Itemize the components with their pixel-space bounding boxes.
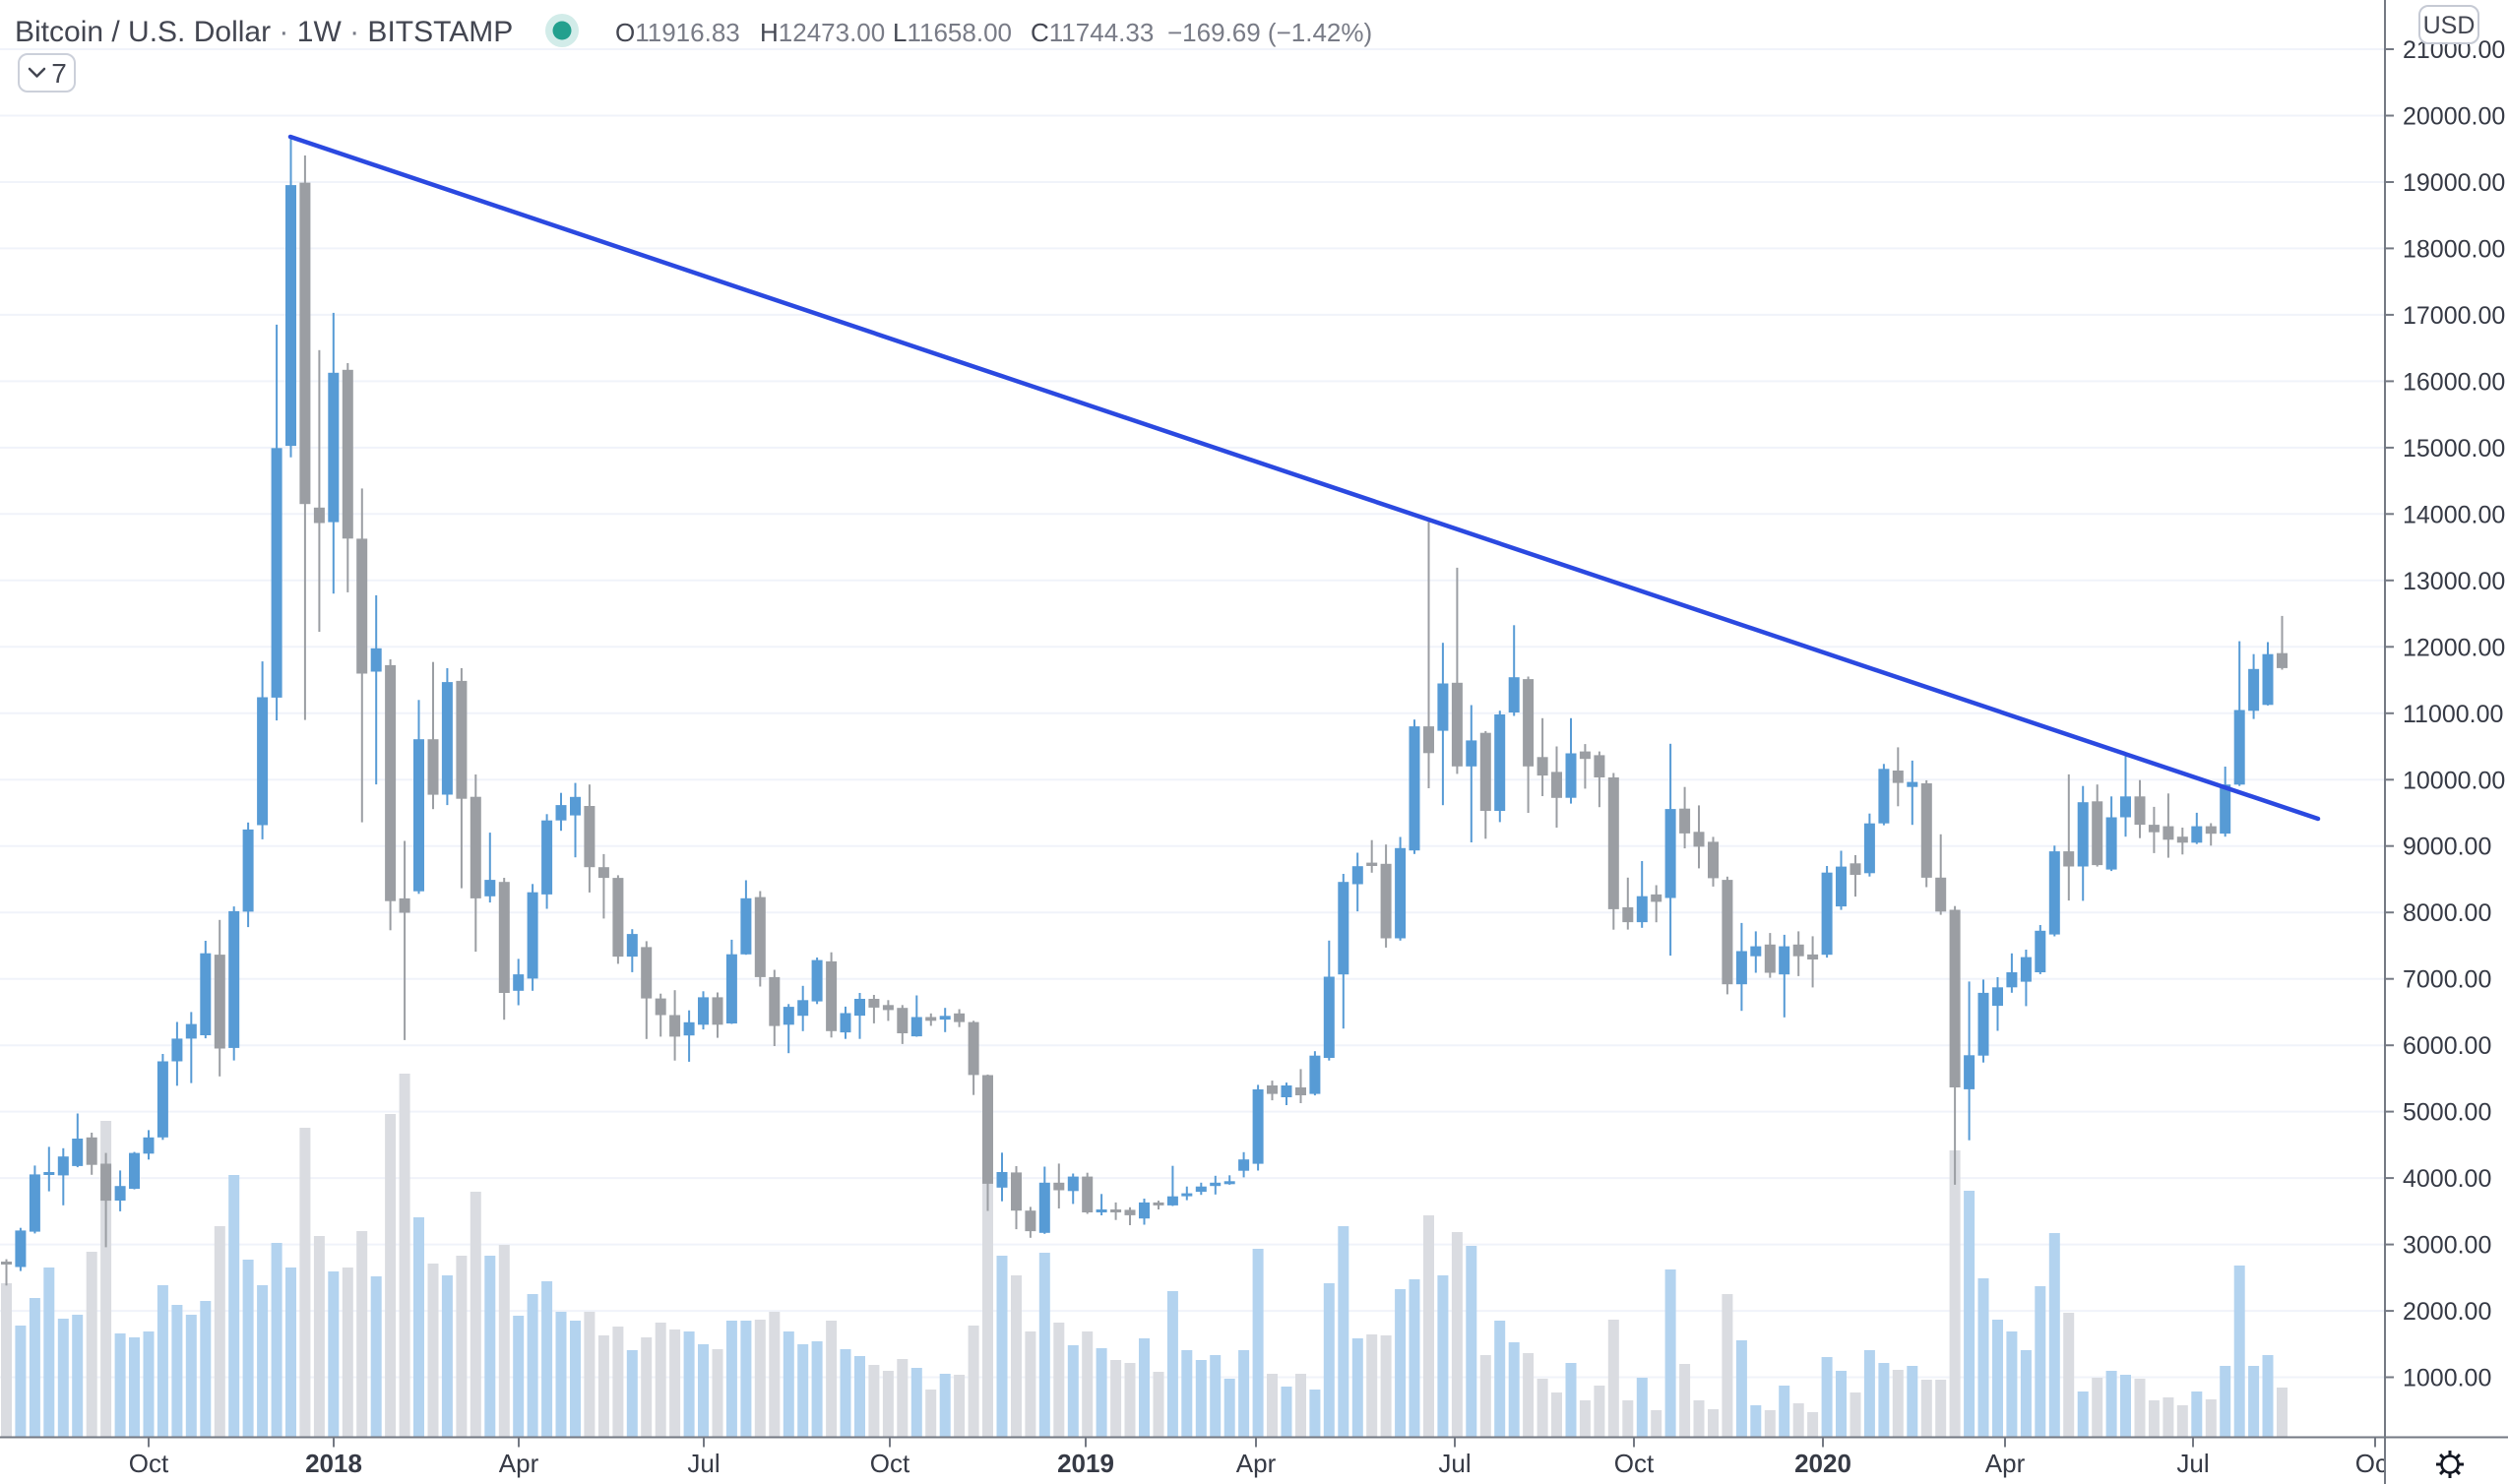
svg-text:14000.00: 14000.00 bbox=[2403, 501, 2505, 528]
svg-text:16000.00: 16000.00 bbox=[2403, 368, 2505, 396]
svg-text:19000.00: 19000.00 bbox=[2403, 169, 2505, 197]
svg-text:10000.00: 10000.00 bbox=[2403, 767, 2505, 794]
svg-text:O11916.83: O11916.83 bbox=[615, 18, 740, 47]
svg-text:Apr: Apr bbox=[499, 1449, 539, 1478]
svg-text:Oct: Oct bbox=[1614, 1449, 1655, 1478]
svg-text:Oct: Oct bbox=[870, 1449, 910, 1478]
svg-text:2018: 2018 bbox=[305, 1449, 362, 1478]
svg-text:7: 7 bbox=[51, 58, 67, 89]
svg-text:12000.00: 12000.00 bbox=[2403, 634, 2505, 661]
svg-text:7000.00: 7000.00 bbox=[2403, 966, 2491, 994]
svg-text:3000.00: 3000.00 bbox=[2403, 1232, 2491, 1260]
svg-text:H12473.00: H12473.00 bbox=[760, 18, 885, 47]
svg-text:Jul: Jul bbox=[687, 1449, 720, 1478]
svg-text:8000.00: 8000.00 bbox=[2403, 899, 2491, 927]
svg-text:L11658.00: L11658.00 bbox=[893, 18, 1012, 47]
svg-text:13000.00: 13000.00 bbox=[2403, 568, 2505, 595]
svg-text:C11744.33: C11744.33 bbox=[1031, 18, 1154, 47]
svg-text:2020: 2020 bbox=[1794, 1449, 1851, 1478]
svg-text:6000.00: 6000.00 bbox=[2403, 1032, 2491, 1060]
svg-text:5000.00: 5000.00 bbox=[2403, 1099, 2491, 1127]
svg-text:Apr: Apr bbox=[1236, 1449, 1277, 1478]
svg-text:Oct: Oct bbox=[129, 1449, 169, 1478]
svg-text:4000.00: 4000.00 bbox=[2403, 1165, 2491, 1193]
svg-text:20000.00: 20000.00 bbox=[2403, 103, 2505, 131]
svg-text:1000.00: 1000.00 bbox=[2403, 1365, 2491, 1392]
svg-text:−169.69 (−1.42%): −169.69 (−1.42%) bbox=[1167, 18, 1372, 47]
svg-text:Bitcoin / U.S. Dollar · 1W · B: Bitcoin / U.S. Dollar · 1W · BITSTAMP bbox=[15, 16, 513, 48]
svg-text:18000.00: 18000.00 bbox=[2403, 235, 2505, 263]
svg-text:2000.00: 2000.00 bbox=[2403, 1298, 2491, 1326]
svg-text:2019: 2019 bbox=[1057, 1449, 1114, 1478]
svg-text:17000.00: 17000.00 bbox=[2403, 302, 2505, 330]
svg-text:11000.00: 11000.00 bbox=[2403, 701, 2503, 728]
svg-text:Apr: Apr bbox=[1985, 1449, 2026, 1478]
svg-text:Jul: Jul bbox=[1438, 1449, 1471, 1478]
svg-text:15000.00: 15000.00 bbox=[2403, 435, 2505, 463]
svg-text:Oct: Oct bbox=[2355, 1449, 2396, 1478]
svg-text:Jul: Jul bbox=[2176, 1449, 2209, 1478]
svg-text:USD: USD bbox=[2423, 12, 2476, 39]
svg-text:9000.00: 9000.00 bbox=[2403, 834, 2491, 861]
